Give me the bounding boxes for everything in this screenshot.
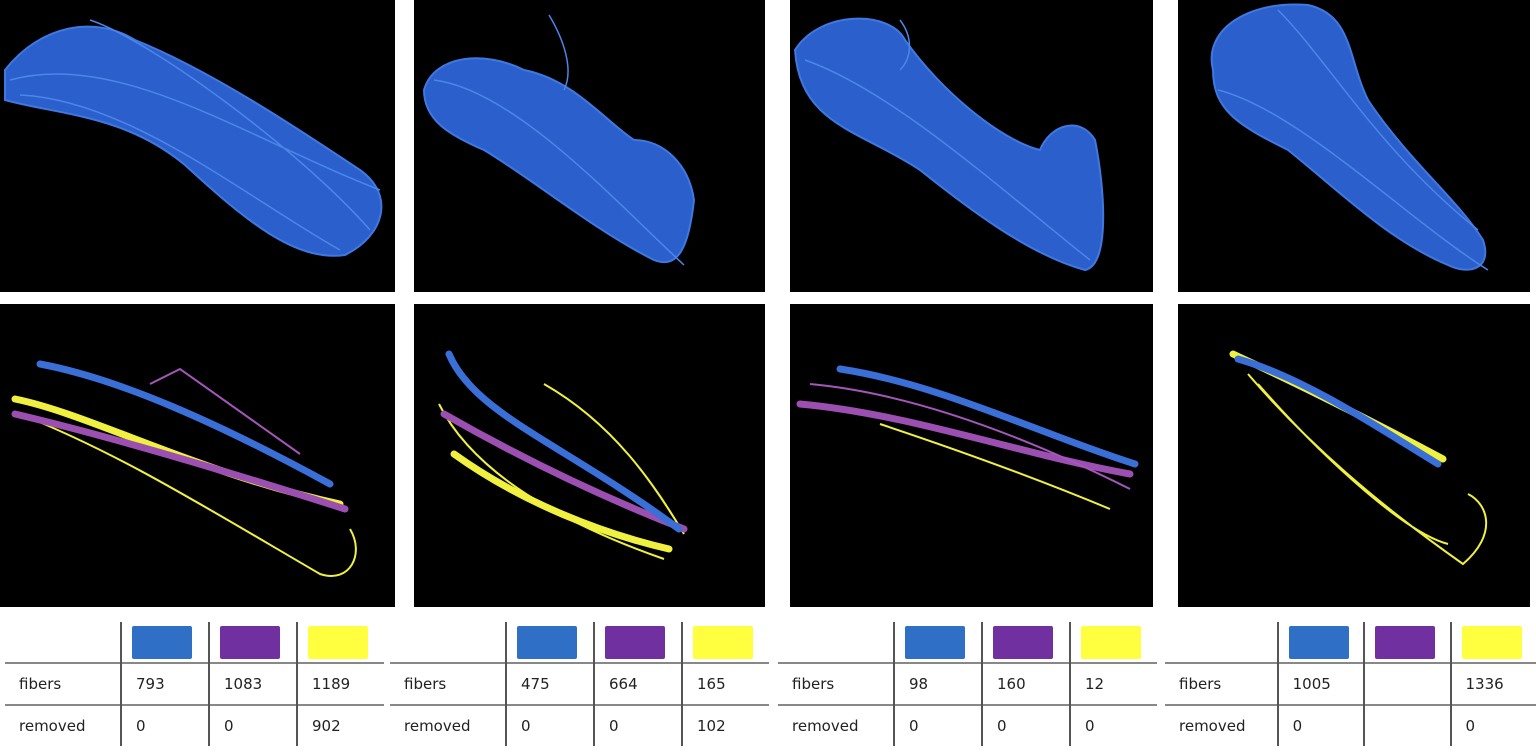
row-label: fibers [1165,662,1278,705]
data-row: removed 0 0 102 [390,704,769,746]
fiber-view [1178,0,1530,292]
color-swatch [1081,625,1141,659]
data-row: fibers 1005 1336 [1165,662,1536,705]
row-label: fibers [778,662,894,705]
value-cell: 475 [505,662,594,705]
fiber-view [790,0,1153,292]
swatch-cell [1276,622,1365,663]
color-swatch [517,625,577,659]
data-row: fibers 475 664 165 [390,662,769,705]
value-cell: 1005 [1276,662,1365,705]
color-swatch [1288,625,1349,659]
swatch-cell [1363,622,1451,663]
value-cell: 1189 [296,662,384,705]
header-row [5,622,384,663]
swatch-cell [1449,622,1536,663]
row-label: removed [5,704,121,746]
color-swatch [693,625,753,659]
value-cell: 0 [1069,704,1157,746]
data-row: removed 0 0 902 [5,704,384,746]
row-label: removed [778,704,894,746]
color-swatch [308,625,368,659]
value-cell: 664 [593,662,682,705]
value-cell: 0 [593,704,682,746]
value-cell: 160 [981,662,1070,705]
swatch-cell [593,622,682,663]
value-cell: 0 [893,704,982,746]
value-cell: 793 [120,662,209,705]
fiber-figures [0,0,1530,607]
value-cell: 0 [505,704,594,746]
color-swatch [1461,625,1522,659]
header-row [1165,622,1536,663]
value-cell: 0 [1276,704,1365,746]
fiber-view [0,304,395,607]
swatch-cell [120,622,209,663]
value-cell: 1336 [1449,662,1536,705]
corner-cell [390,622,506,663]
row-label: fibers [390,662,506,705]
value-cell: 0 [208,704,297,746]
value-cell: 102 [681,704,769,746]
stats-table: fibers 793 1083 1189 removed 0 0 902 [5,622,384,746]
data-row: fibers 793 1083 1189 [5,662,384,705]
fiber-view [0,0,395,292]
stats-table: fibers 1005 1336 removed 0 0 [1165,622,1536,746]
value-cell: 0 [120,704,209,746]
stats-table: fibers 475 664 165 removed 0 0 102 [390,622,769,746]
fiber-view [414,304,765,607]
value-cell [1363,662,1451,705]
swatch-cell [981,622,1070,663]
fiber-view [1178,304,1530,607]
color-swatch [220,625,280,659]
corner-cell [778,622,894,663]
swatch-cell [505,622,594,663]
swatch-cell [681,622,769,663]
data-row: removed 0 0 0 [778,704,1157,746]
color-swatch [605,625,665,659]
color-swatch [905,625,965,659]
corner-cell [1165,622,1278,663]
value-cell: 165 [681,662,769,705]
data-row: removed 0 0 [1165,704,1536,746]
corner-cell [5,622,121,663]
swatch-cell [208,622,297,663]
fiber-view [790,304,1153,607]
color-swatch [1375,625,1436,659]
data-row: fibers 98 160 12 [778,662,1157,705]
value-cell [1363,704,1451,746]
row-label: removed [390,704,506,746]
value-cell: 902 [296,704,384,746]
header-row [390,622,769,663]
header-row [778,622,1157,663]
fiber-view [414,0,765,292]
swatch-cell [1069,622,1157,663]
stats-table: fibers 98 160 12 removed 0 0 0 [778,622,1157,746]
color-swatch [132,625,192,659]
value-cell: 0 [1449,704,1536,746]
value-cell: 98 [893,662,982,705]
row-label: removed [1165,704,1278,746]
color-swatch [993,625,1053,659]
value-cell: 1083 [208,662,297,705]
swatch-cell [296,622,384,663]
row-label: fibers [5,662,121,705]
value-cell: 0 [981,704,1070,746]
swatch-cell [893,622,982,663]
value-cell: 12 [1069,662,1157,705]
